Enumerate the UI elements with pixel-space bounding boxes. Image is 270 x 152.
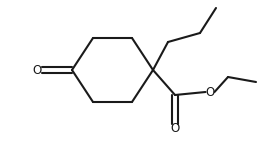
Text: O: O: [32, 64, 42, 76]
Text: O: O: [205, 85, 215, 98]
Text: O: O: [170, 123, 180, 135]
